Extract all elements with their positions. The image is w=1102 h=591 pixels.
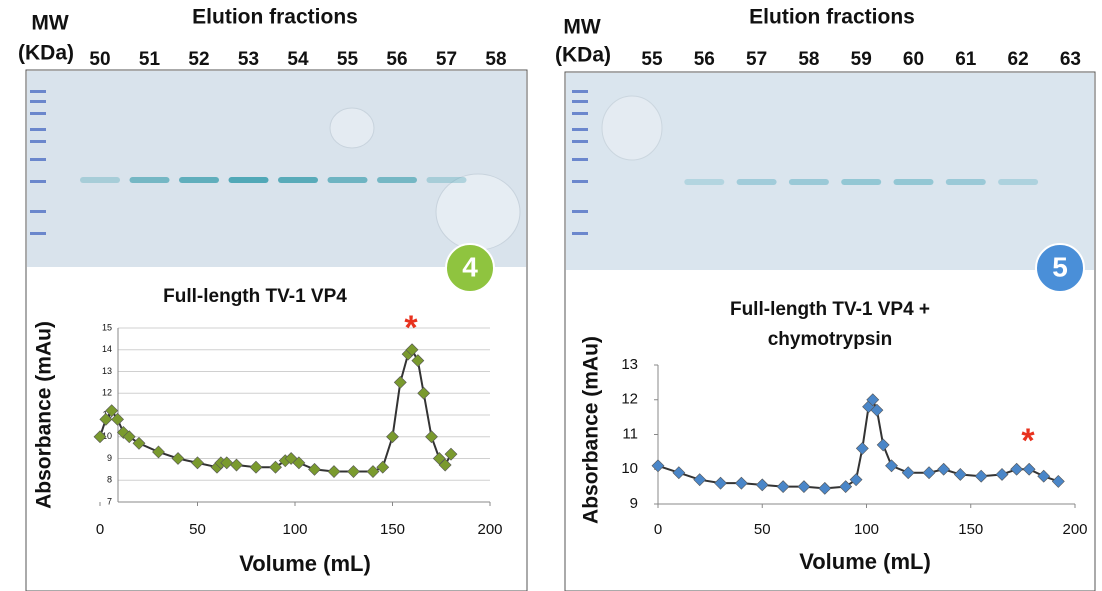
mw-label: MW [563, 16, 600, 39]
chart-title: Full-length TV-1 VP4 + [730, 299, 930, 320]
x-tick-label: 150 [380, 521, 405, 538]
protein-band [80, 177, 120, 183]
protein-band [427, 177, 467, 183]
y-axis-label: Absorbance (mAu) [580, 336, 603, 524]
lane-label: 50 [89, 49, 110, 70]
y-tick-label: 13 [102, 366, 112, 376]
ladder-band [572, 100, 588, 103]
annotation: * [1021, 422, 1035, 460]
ladder-band [572, 180, 588, 183]
y-tick-label: 13 [621, 356, 638, 373]
y-tick-label: 14 [102, 344, 112, 354]
annotation: * [404, 309, 418, 347]
protein-band [946, 179, 986, 185]
y-tick-label: 9 [630, 495, 638, 512]
protein-band [278, 177, 318, 183]
lane-label: 58 [798, 49, 819, 70]
lane-label: 57 [746, 49, 767, 70]
x-tick-label: 200 [477, 521, 502, 538]
ladder-band [572, 128, 588, 131]
lane-label: 52 [188, 49, 209, 70]
x-tick-label: 200 [1062, 521, 1087, 538]
x-axis-label: Volume (mL) [239, 551, 371, 576]
ladder-band [30, 158, 46, 161]
protein-band [841, 179, 881, 185]
protein-band [737, 179, 777, 185]
kda-label: (KDa) [18, 42, 74, 65]
protein-band [377, 177, 417, 183]
x-tick-label: 50 [189, 521, 206, 538]
protein-band [684, 179, 724, 185]
y-tick-label: 15 [102, 322, 112, 332]
ladder-band [572, 140, 588, 143]
lane-label: 53 [238, 49, 259, 70]
gel-bubble [330, 108, 374, 148]
lane-label: 57 [436, 49, 457, 70]
ladder-band [572, 232, 588, 235]
gel-title: Elution fractions [749, 6, 915, 29]
lane-label: 58 [485, 49, 506, 70]
protein-band [328, 177, 368, 183]
ladder-band [30, 128, 46, 131]
protein-band [130, 177, 170, 183]
lane-label: 55 [641, 49, 663, 70]
ladder-band [30, 100, 46, 103]
ladder-band [30, 90, 46, 93]
y-tick-label: 12 [102, 388, 112, 398]
y-tick-label: 7 [107, 496, 112, 506]
lane-label: 54 [287, 49, 309, 70]
ladder-band [30, 180, 46, 183]
badge-label: 4 [462, 251, 478, 282]
y-tick-label: 10 [621, 460, 638, 477]
ladder-band [30, 210, 46, 213]
ladder-band [30, 232, 46, 235]
mw-label: MW [31, 12, 68, 35]
x-tick-label: 0 [654, 521, 662, 538]
y-tick-label: 8 [107, 475, 112, 485]
lane-label: 62 [1008, 49, 1029, 70]
lane-label: 61 [955, 49, 977, 70]
gel-bubble [436, 174, 520, 250]
lane-label: 56 [694, 49, 715, 70]
figure: MW (KDa) Elution fractions MW (KDa) Elut… [0, 0, 1102, 591]
x-tick-label: 100 [854, 521, 879, 538]
protein-band [998, 179, 1038, 185]
x-tick-label: 50 [754, 521, 771, 538]
lane-label: 55 [337, 49, 359, 70]
x-axis-label: Volume (mL) [799, 549, 931, 574]
kda-label: (KDa) [555, 44, 611, 67]
badge-label: 5 [1052, 251, 1068, 282]
lane-label: 60 [903, 49, 924, 70]
chart-title: chymotrypsin [768, 329, 893, 350]
lane-label: 56 [386, 49, 407, 70]
ladder-band [30, 112, 46, 115]
lane-label: 59 [851, 49, 872, 70]
x-tick-label: 100 [282, 521, 307, 538]
protein-band [894, 179, 934, 185]
ladder-band [572, 210, 588, 213]
protein-band [229, 177, 269, 183]
y-tick-label: 11 [622, 425, 638, 442]
lane-label: 63 [1060, 49, 1081, 70]
ladder-band [30, 140, 46, 143]
chart-title: Full-length TV-1 VP4 [163, 286, 347, 307]
y-tick-label: 12 [621, 391, 638, 408]
y-axis-label: Absorbance (mAu) [33, 321, 56, 509]
gel-title: Elution fractions [192, 6, 358, 29]
x-tick-label: 0 [96, 521, 104, 538]
lane-label: 51 [139, 49, 161, 70]
y-tick-label: 9 [107, 453, 112, 463]
ladder-band [572, 90, 588, 93]
gel-bubble [602, 96, 662, 160]
ladder-band [572, 112, 588, 115]
ladder-band [572, 158, 588, 161]
x-tick-label: 150 [958, 521, 983, 538]
protein-band [179, 177, 219, 183]
protein-band [789, 179, 829, 185]
